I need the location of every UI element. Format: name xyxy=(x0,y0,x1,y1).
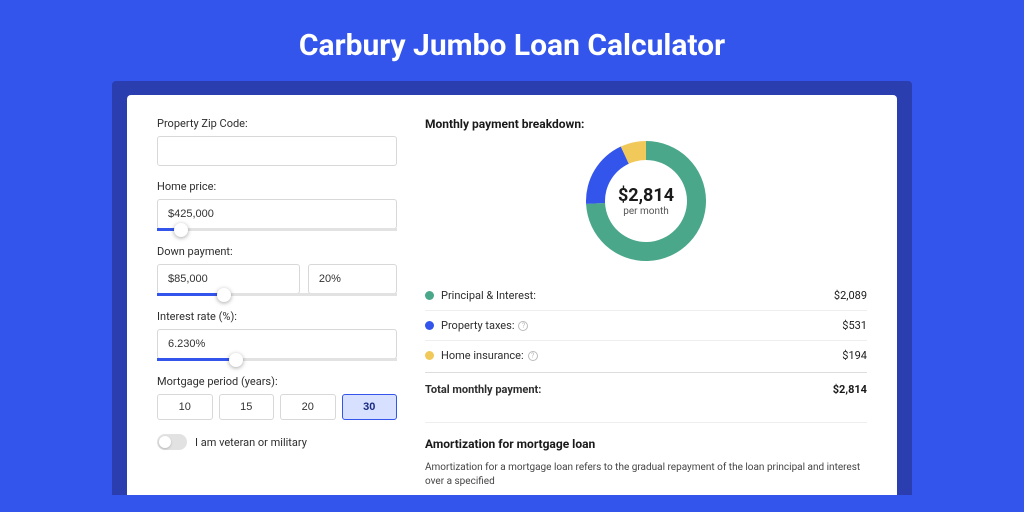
donut-chart-wrap: $2,814 per month xyxy=(425,141,867,261)
breakdown-value: $531 xyxy=(842,319,867,332)
home-price-label: Home price: xyxy=(157,180,397,193)
period-button-10[interactable]: 10 xyxy=(157,394,213,420)
donut-amount: $2,814 xyxy=(618,185,674,206)
period-button-20[interactable]: 20 xyxy=(280,394,336,420)
breakdown-label: Property taxes: ? xyxy=(441,319,842,332)
breakdown-row: Home insurance: ?$194 xyxy=(425,341,867,370)
interest-rate-field: Interest rate (%): xyxy=(157,310,397,361)
breakdown-row: Principal & Interest:$2,089 xyxy=(425,281,867,311)
home-price-field: Home price: xyxy=(157,180,397,231)
legend-dot xyxy=(425,291,434,300)
breakdown-column: Monthly payment breakdown: $2,814 per mo… xyxy=(425,117,867,465)
home-price-input[interactable] xyxy=(157,199,397,229)
donut-chart: $2,814 per month xyxy=(586,141,706,261)
down-payment-label: Down payment: xyxy=(157,245,397,258)
veteran-label: I am veteran or military xyxy=(195,436,307,449)
toggle-knob xyxy=(159,436,171,448)
zip-label: Property Zip Code: xyxy=(157,117,397,130)
interest-rate-input[interactable] xyxy=(157,329,397,359)
down-payment-slider-thumb[interactable] xyxy=(217,288,231,302)
down-payment-field: Down payment: xyxy=(157,245,397,296)
card-shadow: Property Zip Code: Home price: Down paym… xyxy=(112,81,912,495)
amortization-text: Amortization for a mortgage loan refers … xyxy=(425,461,867,489)
veteran-field: I am veteran or military xyxy=(157,434,397,450)
info-icon[interactable]: ? xyxy=(518,321,528,331)
total-label: Total monthly payment: xyxy=(425,383,833,396)
home-price-slider[interactable] xyxy=(157,228,397,231)
amortization-title: Amortization for mortgage loan xyxy=(425,437,867,451)
zip-input[interactable] xyxy=(157,136,397,166)
period-button-15[interactable]: 15 xyxy=(219,394,275,420)
mortgage-period-label: Mortgage period (years): xyxy=(157,375,397,388)
breakdown-label: Principal & Interest: xyxy=(441,289,834,302)
total-value: $2,814 xyxy=(833,383,867,396)
legend-dot xyxy=(425,351,434,360)
page-title: Carbury Jumbo Loan Calculator xyxy=(0,0,1024,81)
donut-sublabel: per month xyxy=(623,206,669,217)
down-payment-slider[interactable] xyxy=(157,293,397,296)
donut-center: $2,814 per month xyxy=(586,141,706,261)
breakdown-label: Home insurance: ? xyxy=(441,349,842,362)
veteran-toggle[interactable] xyxy=(157,434,187,450)
breakdown-value: $2,089 xyxy=(834,289,867,302)
breakdown-value: $194 xyxy=(842,349,867,362)
down-payment-percent-input[interactable] xyxy=(308,264,397,294)
breakdown-row: Property taxes: ?$531 xyxy=(425,311,867,341)
form-column: Property Zip Code: Home price: Down paym… xyxy=(157,117,397,465)
breakdown-title: Monthly payment breakdown: xyxy=(425,117,867,131)
interest-rate-label: Interest rate (%): xyxy=(157,310,397,323)
home-price-slider-thumb[interactable] xyxy=(174,223,188,237)
interest-rate-slider[interactable] xyxy=(157,358,397,361)
total-row: Total monthly payment: $2,814 xyxy=(425,372,867,404)
mortgage-period-field: Mortgage period (years): 10152030 xyxy=(157,375,397,420)
legend-dot xyxy=(425,321,434,330)
period-button-30[interactable]: 30 xyxy=(342,394,398,420)
interest-rate-slider-thumb[interactable] xyxy=(229,353,243,367)
info-icon[interactable]: ? xyxy=(528,351,538,361)
calculator-card: Property Zip Code: Home price: Down paym… xyxy=(127,95,897,495)
amortization-section: Amortization for mortgage loan Amortizat… xyxy=(425,422,867,489)
zip-field: Property Zip Code: xyxy=(157,117,397,166)
